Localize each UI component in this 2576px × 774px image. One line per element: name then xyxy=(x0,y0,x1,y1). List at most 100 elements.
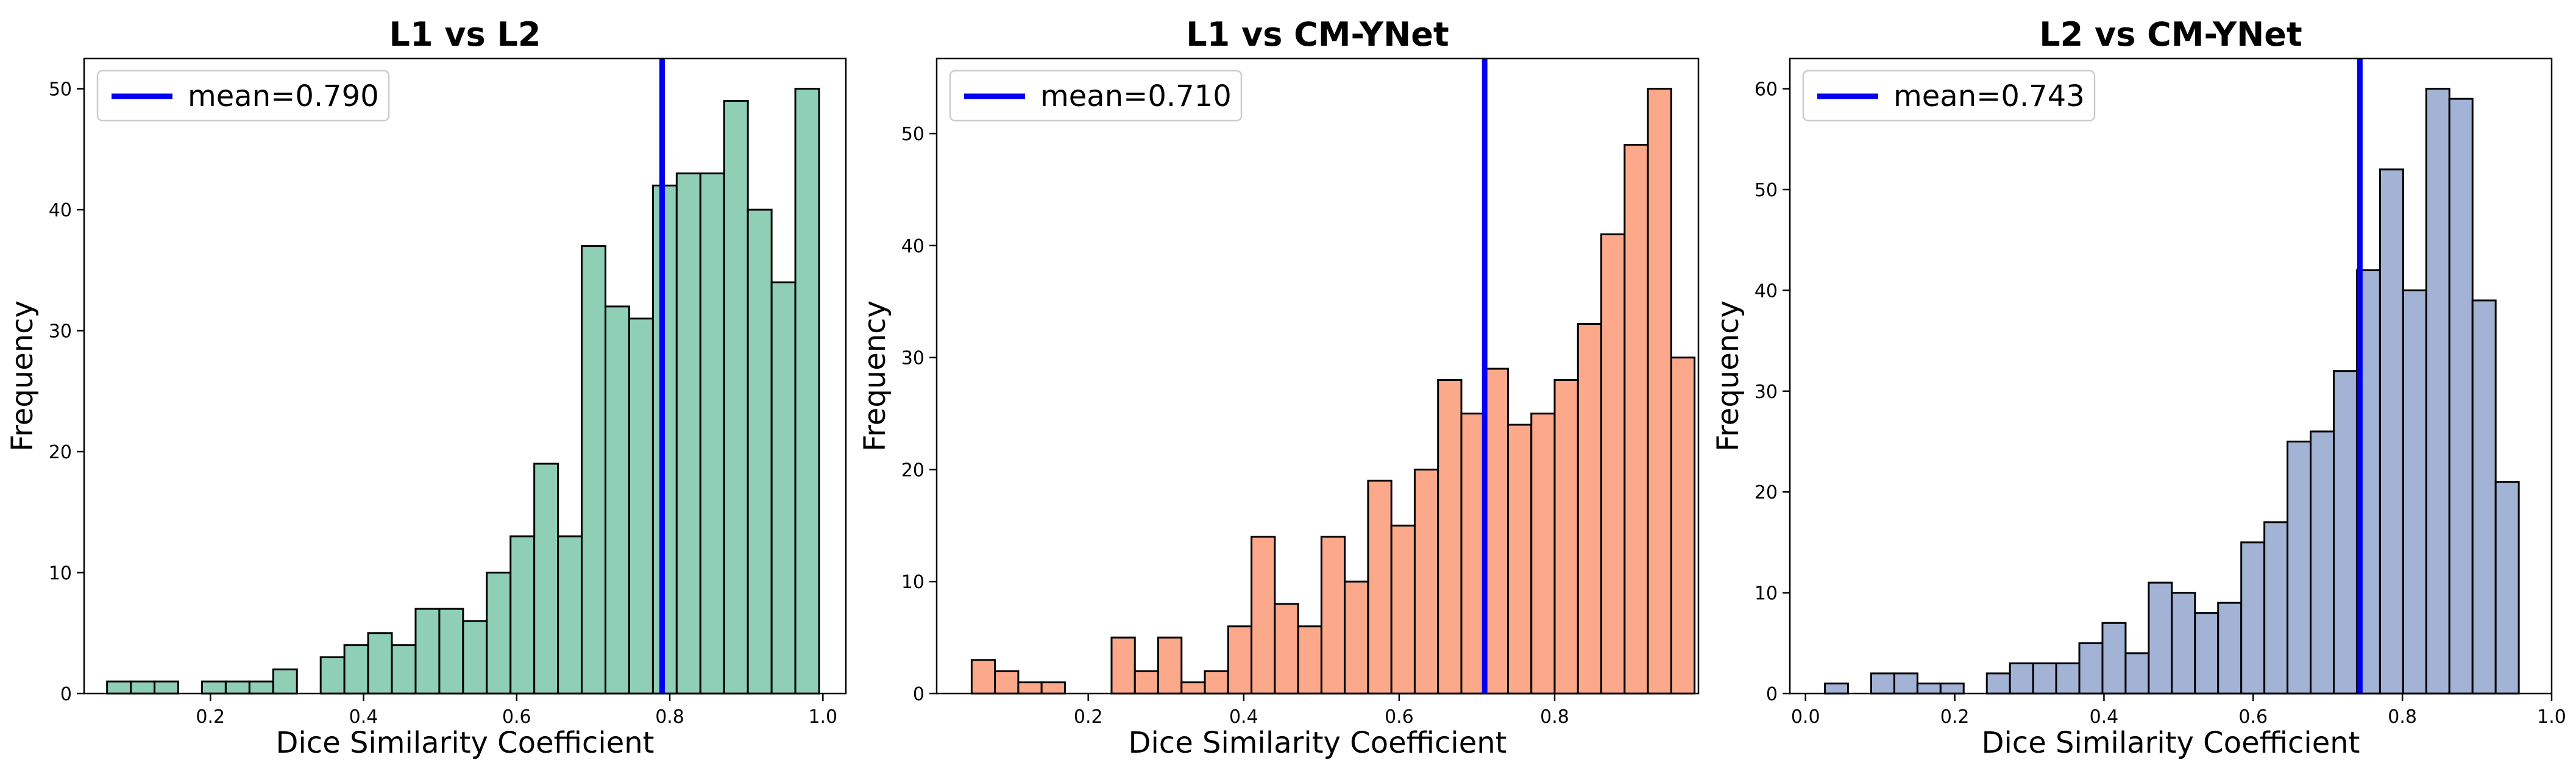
chart-title: L1 vs CM-YNet xyxy=(1186,15,1449,54)
histogram-bar xyxy=(1623,144,1649,695)
y-tick-label: 10 xyxy=(49,563,72,584)
histogram-bar xyxy=(2148,581,2173,695)
histogram-bar xyxy=(2194,612,2219,695)
x-tick-label: 0.8 xyxy=(655,706,684,728)
histogram-bar xyxy=(2333,370,2358,695)
x-tick-label: 0.2 xyxy=(196,706,225,728)
y-tick-label: 30 xyxy=(49,321,72,343)
histogram-bar xyxy=(486,572,512,695)
histogram-bar xyxy=(2471,299,2497,695)
x-tick-label: 0.6 xyxy=(1385,706,1414,728)
histogram-bar xyxy=(1320,536,1346,695)
histogram-bar xyxy=(106,680,132,695)
y-tick-label: 0 xyxy=(60,684,72,705)
legend-label: mean=0.790 xyxy=(188,79,379,113)
histogram-bar xyxy=(2263,521,2289,695)
histogram-bar xyxy=(2124,652,2150,695)
histogram-bar xyxy=(970,659,996,695)
y-tick-label: 30 xyxy=(901,348,924,369)
histogram-bar xyxy=(1413,468,1439,695)
x-tick-label: 0.0 xyxy=(1791,706,1820,728)
histogram-bar xyxy=(557,535,583,695)
histogram-bar xyxy=(414,608,441,695)
x-tick-label: 1.0 xyxy=(2537,706,2566,728)
x-ticks: 0.2 0.4 0.6 0.8 xyxy=(1074,694,1569,728)
legend-box xyxy=(949,69,1243,122)
chart-title: L1 vs L2 xyxy=(389,15,541,54)
chart-panel-l1-vs-l2: L1 vs L2 Dice Similarity Coefficient Fre… xyxy=(5,15,847,760)
histogram-bar xyxy=(723,99,749,695)
histogram-bar xyxy=(1344,580,1369,695)
histogram-bar xyxy=(343,644,369,695)
histogram-bar xyxy=(1390,524,1416,695)
axes-frame xyxy=(1789,57,2553,695)
histogram-bar xyxy=(1134,670,1160,695)
bars xyxy=(106,88,820,695)
histogram-bar xyxy=(794,88,820,695)
histogram-bar xyxy=(2287,441,2312,695)
histogram-bar xyxy=(2310,430,2335,695)
histogram-bar xyxy=(1274,603,1299,695)
histogram-bar xyxy=(2240,541,2266,695)
x-tick-label: 0.6 xyxy=(502,706,531,728)
histogram-bar xyxy=(248,680,274,695)
x-tick-label: 0.8 xyxy=(2388,706,2417,728)
histogram-bar xyxy=(1530,413,1556,695)
bars xyxy=(970,88,1696,695)
x-tick-label: 0.6 xyxy=(2238,706,2268,728)
histogram-bar xyxy=(2448,98,2474,695)
bars xyxy=(1824,88,2520,695)
histogram-bar xyxy=(2009,662,2034,695)
x-tick-label: 0.4 xyxy=(2090,706,2119,728)
histogram-bar xyxy=(1483,367,1509,695)
histogram-bar xyxy=(462,620,488,695)
histogram-bar xyxy=(1017,681,1043,695)
histogram-bar xyxy=(319,656,346,695)
histogram-bar xyxy=(1297,625,1322,695)
histogram-bar xyxy=(770,281,797,695)
histogram-bar xyxy=(581,245,607,695)
chart-title: L2 vs CM-YNet xyxy=(2039,15,2302,54)
histogram-bar xyxy=(1893,672,1918,695)
histogram-bar xyxy=(2217,602,2243,695)
legend: mean=0.710 xyxy=(949,69,1243,122)
histogram-bar xyxy=(2171,592,2196,695)
y-tick-label: 40 xyxy=(49,200,72,221)
legend-box xyxy=(1802,69,2096,122)
histogram-bar xyxy=(1507,424,1533,695)
histogram-bar xyxy=(1870,672,1895,695)
y-axis-label: Frequency xyxy=(5,300,40,452)
y-tick-label: 20 xyxy=(901,460,924,481)
x-axis-label: Dice Similarity Coefficient xyxy=(1129,726,1507,760)
y-tick-label: 0 xyxy=(1766,684,1778,705)
x-axis-label: Dice Similarity Coefficient xyxy=(276,726,655,760)
histogram-bar xyxy=(1437,378,1463,695)
histogram-bar xyxy=(1460,413,1486,695)
histogram-bar xyxy=(699,172,725,695)
axes-frame xyxy=(935,57,1700,695)
histogram-bar xyxy=(1600,233,1626,695)
x-ticks: 0.2 0.4 0.6 0.8 1.0 xyxy=(196,694,837,728)
histogram-bar xyxy=(1180,681,1206,695)
histogram-bar xyxy=(154,680,180,695)
histogram-bar xyxy=(2078,642,2104,695)
axes-frame xyxy=(83,57,847,695)
x-ticks: 0.0 0.2 0.4 0.6 0.8 1.0 xyxy=(1791,694,2566,728)
histogram-bar xyxy=(1040,681,1066,695)
histogram-bar xyxy=(1251,536,1276,695)
legend-box xyxy=(96,69,390,122)
y-tick-label: 60 xyxy=(1755,79,1778,101)
histogram-bar xyxy=(675,172,701,695)
y-ticks: 0 10 20 30 40 50 xyxy=(901,124,937,705)
histogram-bar xyxy=(224,680,250,695)
y-axis-label: Frequency xyxy=(1711,300,1745,452)
y-tick-label: 10 xyxy=(1755,583,1778,605)
histogram-bar xyxy=(1553,378,1579,695)
histogram-bar xyxy=(1824,682,1849,695)
histogram-bar xyxy=(747,208,773,695)
histogram-bar xyxy=(2101,622,2127,695)
y-tick-label: 50 xyxy=(1755,180,1778,201)
y-tick-label: 20 xyxy=(1755,482,1778,503)
histogram-bar xyxy=(1157,636,1183,695)
